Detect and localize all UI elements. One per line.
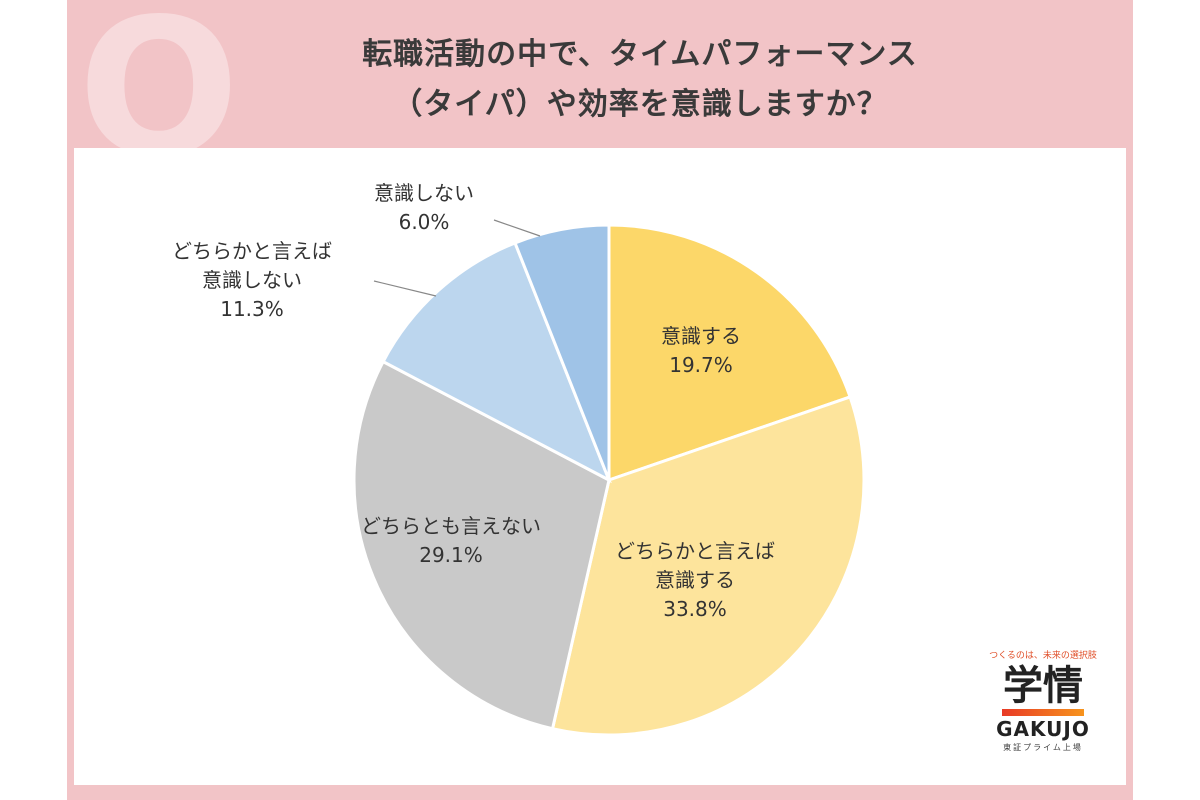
logo-kanji: 学情 — [1003, 663, 1083, 709]
pie-slice-2 — [550, 395, 866, 737]
slice-label-3: どちらとも言えない 29.1% — [361, 514, 541, 567]
logo-bar — [1002, 709, 1084, 716]
question-title: 転職活動の中で、タイムパフォーマンス （タイパ）や効率を意識しますか？ — [200, 30, 1080, 130]
slice-label-2: どちらかと言えば意識する 33.8% — [615, 539, 775, 621]
pie-slice-4 — [381, 240, 612, 484]
logo-subtext: 東証プライム上場 — [1003, 743, 1083, 752]
logo-roman: GAKUJO — [996, 717, 1090, 741]
chart-panel: 意識する 19.7% どちらかと言えば意識する 33.8% どちらとも言えない 29.1%… — [74, 148, 1126, 785]
pie-slice-5 — [513, 223, 611, 481]
pie-slice-3 — [352, 359, 611, 731]
slice-label-1: 意識する 19.7% — [661, 324, 741, 377]
slice-label-5: 意識しない 6.0% — [374, 181, 474, 234]
leader-line-5 — [493, 219, 541, 237]
logo-tagline: つくるのは、未来の選択肢 — [989, 651, 1097, 661]
title-line-1: 転職活動の中で、タイムパフォーマンス — [362, 37, 918, 72]
pie-chart: 意識する 19.7% どちらかと言えば意識する 33.8% どちらとも言えない 29.1%… — [172, 181, 866, 737]
leader-line-4 — [373, 280, 437, 297]
slice-label-4: どちらかと言えば意識しない 11.3% — [172, 239, 332, 321]
gakujo-logo: つくるのは、未来の選択肢 学情 GAKUJO 東証プライム上場 — [978, 648, 1108, 768]
title-line-2: （タイパ）や効率を意識しますか？ — [392, 87, 888, 122]
